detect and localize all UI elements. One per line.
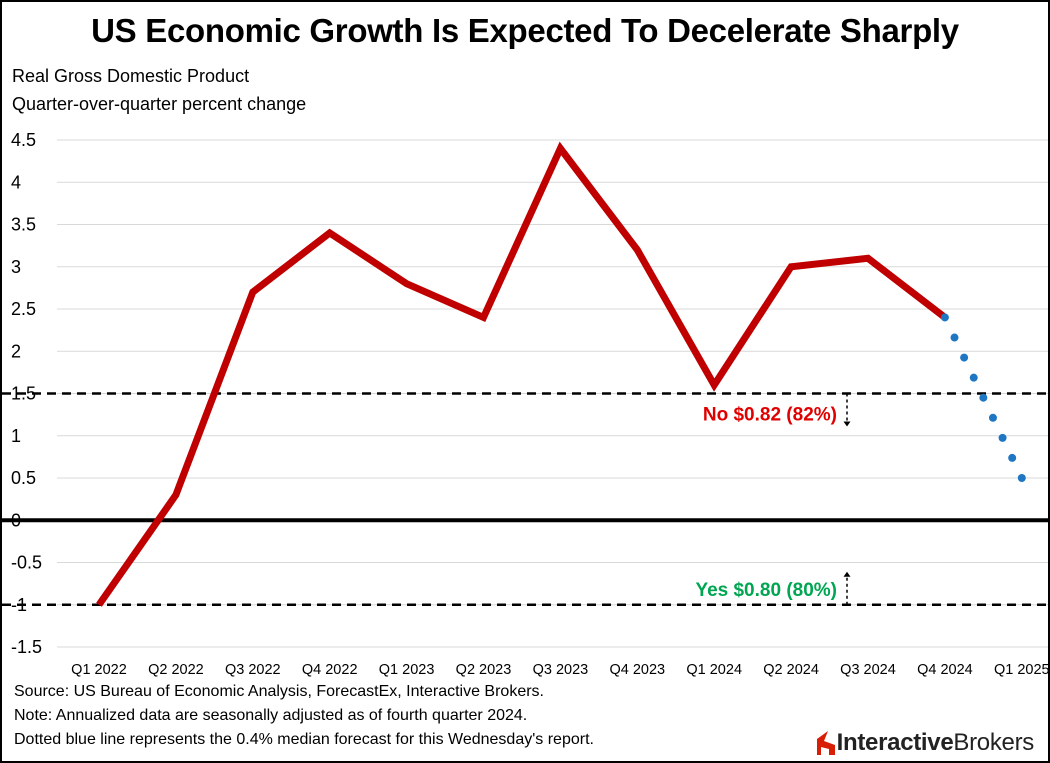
x-tick-label: Q4 2024 bbox=[917, 662, 973, 678]
line-chart: 4.543.532.521.510.50-0.5-1-1.5Q1 2022Q2 … bbox=[2, 130, 1048, 678]
forecast-dot bbox=[1008, 453, 1017, 462]
y-tick-label: 2.5 bbox=[11, 299, 36, 319]
subtitle-series-name: Real Gross Domestic Product bbox=[12, 66, 250, 86]
x-tick-label: Q4 2022 bbox=[302, 662, 358, 678]
x-tick-label: Q2 2023 bbox=[456, 662, 512, 678]
reference-arrow-head bbox=[843, 421, 851, 427]
source-note: Source: US Bureau of Economic Analysis, … bbox=[14, 683, 544, 700]
brand-name-bold: Interactive bbox=[836, 729, 954, 756]
ib-flame-logo-icon bbox=[816, 731, 835, 755]
x-tick-label: Q3 2024 bbox=[840, 662, 896, 678]
y-tick-label: 0.5 bbox=[11, 468, 36, 488]
x-tick-label: Q2 2024 bbox=[763, 662, 819, 678]
forecast-dot bbox=[969, 373, 978, 382]
x-tick-label: Q3 2023 bbox=[533, 662, 589, 678]
x-tick-label: Q3 2022 bbox=[225, 662, 281, 678]
subtitle-units: Quarter-over-quarter percent change bbox=[12, 94, 307, 114]
y-tick-label: -1.5 bbox=[11, 637, 42, 657]
y-tick-label: 3 bbox=[11, 257, 21, 277]
forecast-dot bbox=[979, 393, 988, 402]
forecast-dot bbox=[950, 333, 959, 342]
x-tick-label: Q2 2022 bbox=[148, 662, 204, 678]
forecast-note: Dotted blue line represents the 0.4% med… bbox=[14, 731, 594, 748]
forecast-dot bbox=[960, 353, 969, 362]
brand-logo: InteractiveBrokers bbox=[815, 727, 1034, 759]
reference-arrow-head bbox=[843, 571, 851, 577]
y-tick-label: 4.5 bbox=[11, 130, 36, 150]
no-contract-label: No $0.82 (82%) bbox=[703, 405, 837, 426]
annualized-note: Note: Annualized data are seasonally adj… bbox=[14, 707, 528, 724]
forecast-dot bbox=[998, 433, 1007, 442]
x-tick-label: Q4 2023 bbox=[609, 662, 665, 678]
yes-contract-label: Yes $0.80 (80%) bbox=[695, 580, 837, 601]
x-tick-label: Q1 2022 bbox=[71, 662, 127, 678]
y-tick-label: 4 bbox=[11, 172, 21, 192]
brand-name-light: Brokers bbox=[953, 729, 1034, 756]
brand-name: InteractiveBrokers bbox=[836, 729, 1035, 757]
y-tick-label: 2 bbox=[11, 341, 21, 361]
gdp-actual-line bbox=[96, 141, 948, 607]
x-tick-label: Q1 2024 bbox=[686, 662, 742, 678]
chart-title: US Economic Growth Is Expected To Decele… bbox=[91, 12, 959, 49]
y-tick-label: 1 bbox=[11, 426, 21, 446]
x-tick-label: Q1 2023 bbox=[379, 662, 435, 678]
x-tick-label: Q1 2025 bbox=[994, 662, 1048, 678]
forecast-dot bbox=[988, 413, 997, 422]
y-tick-label: -0.5 bbox=[11, 553, 42, 573]
forecast-dot bbox=[1017, 474, 1026, 482]
y-tick-label: 3.5 bbox=[11, 215, 36, 235]
forecast-dot bbox=[940, 313, 949, 322]
